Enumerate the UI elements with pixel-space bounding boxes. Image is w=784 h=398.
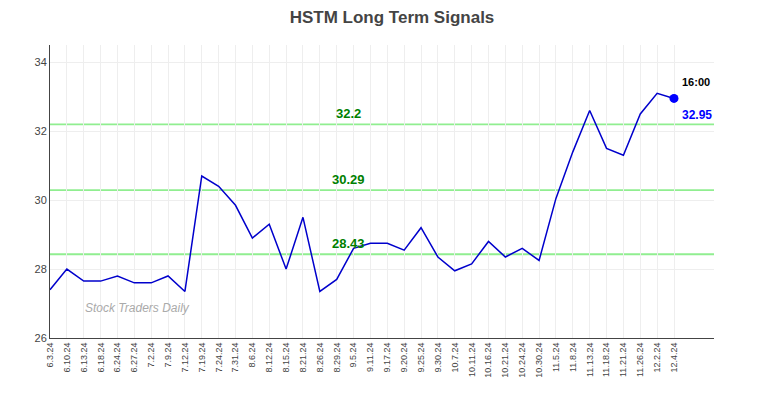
svg-text:8.21.24: 8.21.24 <box>298 343 308 373</box>
svg-text:28.43: 28.43 <box>332 236 365 251</box>
svg-text:7.9.24: 7.9.24 <box>163 343 173 368</box>
svg-text:8.6.24: 8.6.24 <box>247 343 257 368</box>
svg-text:26: 26 <box>35 332 47 344</box>
svg-text:7.2.24: 7.2.24 <box>146 343 156 368</box>
svg-text:12.2.24: 12.2.24 <box>652 343 662 373</box>
svg-text:HSTM Long Term Signals: HSTM Long Term Signals <box>290 8 495 27</box>
svg-text:28: 28 <box>35 263 47 275</box>
svg-text:16:00: 16:00 <box>682 76 710 88</box>
svg-text:8.12.24: 8.12.24 <box>264 343 274 373</box>
svg-text:9.20.24: 9.20.24 <box>399 343 409 373</box>
svg-text:30: 30 <box>35 194 47 206</box>
svg-text:9.11.24: 9.11.24 <box>365 343 375 372</box>
svg-text:10.21.24: 10.21.24 <box>500 343 510 378</box>
svg-text:7.12.24: 7.12.24 <box>180 343 190 373</box>
svg-text:8.29.24: 8.29.24 <box>332 343 342 373</box>
svg-text:11.5.24: 11.5.24 <box>551 343 561 372</box>
svg-text:10.11.24: 10.11.24 <box>467 343 477 377</box>
svg-text:10.30.24: 10.30.24 <box>534 343 544 378</box>
svg-text:6.13.24: 6.13.24 <box>79 343 89 373</box>
svg-text:11.21.24: 11.21.24 <box>618 343 628 377</box>
svg-text:9.5.24: 9.5.24 <box>348 343 358 368</box>
svg-text:30.29: 30.29 <box>332 172 365 187</box>
svg-text:6.3.24: 6.3.24 <box>45 343 55 368</box>
svg-text:10.7.24: 10.7.24 <box>450 343 460 373</box>
svg-text:9.17.24: 9.17.24 <box>382 343 392 373</box>
svg-text:9.25.24: 9.25.24 <box>416 343 426 373</box>
svg-text:11.8.24: 11.8.24 <box>568 343 578 372</box>
svg-text:34: 34 <box>35 56 47 68</box>
svg-text:Stock Traders Daily: Stock Traders Daily <box>85 301 190 315</box>
svg-text:11.13.24: 11.13.24 <box>585 343 595 377</box>
svg-text:9.30.24: 9.30.24 <box>433 343 443 373</box>
svg-text:8.15.24: 8.15.24 <box>281 343 291 373</box>
svg-text:8.26.24: 8.26.24 <box>315 343 325 373</box>
svg-text:6.10.24: 6.10.24 <box>62 343 72 373</box>
svg-text:32.95: 32.95 <box>682 108 712 122</box>
svg-text:7.31.24: 7.31.24 <box>230 343 240 373</box>
svg-text:7.24.24: 7.24.24 <box>214 343 224 373</box>
svg-text:12.4.24: 12.4.24 <box>669 343 679 373</box>
svg-text:10.24.24: 10.24.24 <box>517 343 527 378</box>
svg-text:10.16.24: 10.16.24 <box>483 343 493 378</box>
svg-text:6.18.24: 6.18.24 <box>96 343 106 373</box>
svg-text:7.19.24: 7.19.24 <box>197 343 207 373</box>
svg-text:11.18.24: 11.18.24 <box>601 343 611 377</box>
svg-text:6.24.24: 6.24.24 <box>112 343 122 373</box>
svg-text:11.26.24: 11.26.24 <box>635 343 645 377</box>
svg-text:6.27.24: 6.27.24 <box>129 343 139 373</box>
svg-text:32.2: 32.2 <box>336 106 361 121</box>
svg-text:32: 32 <box>35 125 47 137</box>
